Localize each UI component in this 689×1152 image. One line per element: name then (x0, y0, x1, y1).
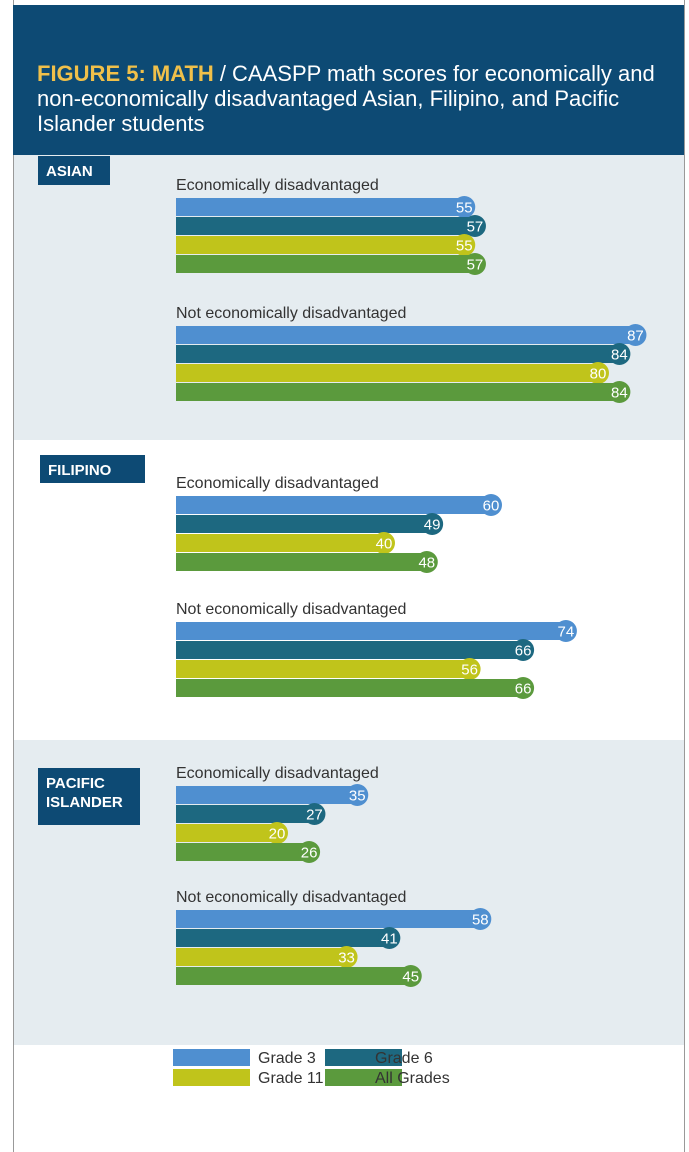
bar (176, 824, 277, 842)
value-label: 49 (424, 517, 441, 534)
value-badge (335, 946, 358, 968)
bar (176, 948, 347, 966)
value-label: 57 (467, 257, 484, 274)
bar (176, 929, 390, 947)
value-label: 84 (611, 347, 628, 364)
legend-label: All Grades (375, 1070, 450, 1087)
bar (176, 496, 491, 514)
category-label: Economically disadvantaged (176, 177, 379, 194)
legend-swatch (173, 1069, 250, 1086)
bar (176, 326, 636, 344)
value-badge (415, 551, 438, 573)
value-badge (469, 908, 492, 930)
bar (176, 843, 310, 861)
group-label: PACIFIC ISLANDER (46, 775, 123, 811)
category-label: Not economically disadvantaged (176, 889, 406, 906)
legend-swatch (173, 1049, 250, 1066)
value-label: 60 (483, 498, 500, 515)
value-label: 66 (515, 681, 532, 698)
group-label: ASIAN (46, 163, 93, 180)
category-label: Not economically disadvantaged (176, 601, 406, 618)
value-badge (512, 677, 535, 699)
legend-label: Grade 3 (258, 1050, 316, 1067)
bar (176, 534, 384, 552)
legend-swatch (325, 1049, 402, 1066)
header: FIGURE 5: MATH / CAASPP math scores for e… (13, 5, 684, 155)
value-label: 26 (301, 845, 318, 862)
category-label: Economically disadvantaged (176, 475, 379, 492)
title-label: FIGURE 5: MATH (37, 61, 214, 86)
value-badge (512, 639, 535, 661)
group-label-box (38, 768, 140, 825)
value-label: 87 (627, 328, 644, 345)
bar (176, 236, 465, 254)
bar (176, 622, 566, 640)
group-label: FILIPINO (48, 462, 112, 479)
value-badge (453, 234, 476, 256)
value-label: 55 (456, 238, 473, 255)
bar (176, 967, 411, 985)
bar (176, 660, 470, 678)
value-badge (303, 803, 326, 825)
legend-label: Grade 11 (258, 1070, 324, 1087)
bar (176, 786, 358, 804)
value-badge (608, 381, 631, 403)
value-label: 56 (461, 662, 478, 679)
value-label: 55 (456, 200, 473, 217)
group-label-box (40, 455, 145, 483)
value-badge (266, 822, 288, 844)
category-label: Economically disadvantaged (176, 765, 379, 782)
value-badge (378, 927, 401, 949)
bar (176, 805, 315, 823)
value-badge (373, 532, 395, 554)
value-label: 48 (418, 555, 435, 572)
value-label: 27 (306, 807, 323, 824)
value-label: 57 (467, 219, 484, 236)
value-badge (463, 253, 486, 275)
legend-label: Grade 6 (375, 1050, 433, 1067)
value-label: 74 (558, 624, 575, 641)
value-label: 45 (402, 969, 419, 986)
value-label: 84 (611, 385, 628, 402)
bar (176, 198, 465, 216)
bar (176, 345, 620, 363)
value-badge (587, 362, 609, 384)
value-badge (463, 215, 486, 237)
group-label-line: PACIFIC (46, 775, 105, 792)
legend-swatch (325, 1069, 402, 1086)
value-label: 80 (590, 366, 607, 383)
value-badge (346, 784, 369, 806)
value-badge (624, 324, 647, 346)
value-badge (480, 494, 502, 516)
bar (176, 364, 598, 382)
value-badge (554, 620, 577, 642)
group-label-box (38, 156, 110, 185)
value-badge (399, 965, 422, 987)
value-badge (453, 196, 476, 218)
value-label: 33 (338, 950, 355, 967)
value-label: 35 (349, 788, 366, 805)
bar (176, 553, 427, 571)
value-badge (458, 658, 481, 680)
bar (176, 383, 620, 401)
category-label: Not economically disadvantaged (176, 305, 406, 322)
bar (176, 515, 433, 533)
value-label: 41 (381, 931, 398, 948)
value-badge (608, 343, 631, 365)
bar (176, 255, 475, 273)
bar (176, 641, 524, 659)
value-label: 66 (515, 643, 532, 660)
value-label: 40 (376, 536, 393, 553)
bar (176, 679, 524, 697)
bar (176, 910, 481, 928)
value-label: 58 (472, 912, 489, 929)
value-badge (298, 841, 321, 863)
bar (176, 217, 475, 235)
value-badge (421, 513, 444, 535)
group-label-line: ISLANDER (46, 794, 123, 811)
value-label: 20 (269, 826, 286, 843)
title: / CAASPP math scores for economically an… (37, 61, 655, 136)
